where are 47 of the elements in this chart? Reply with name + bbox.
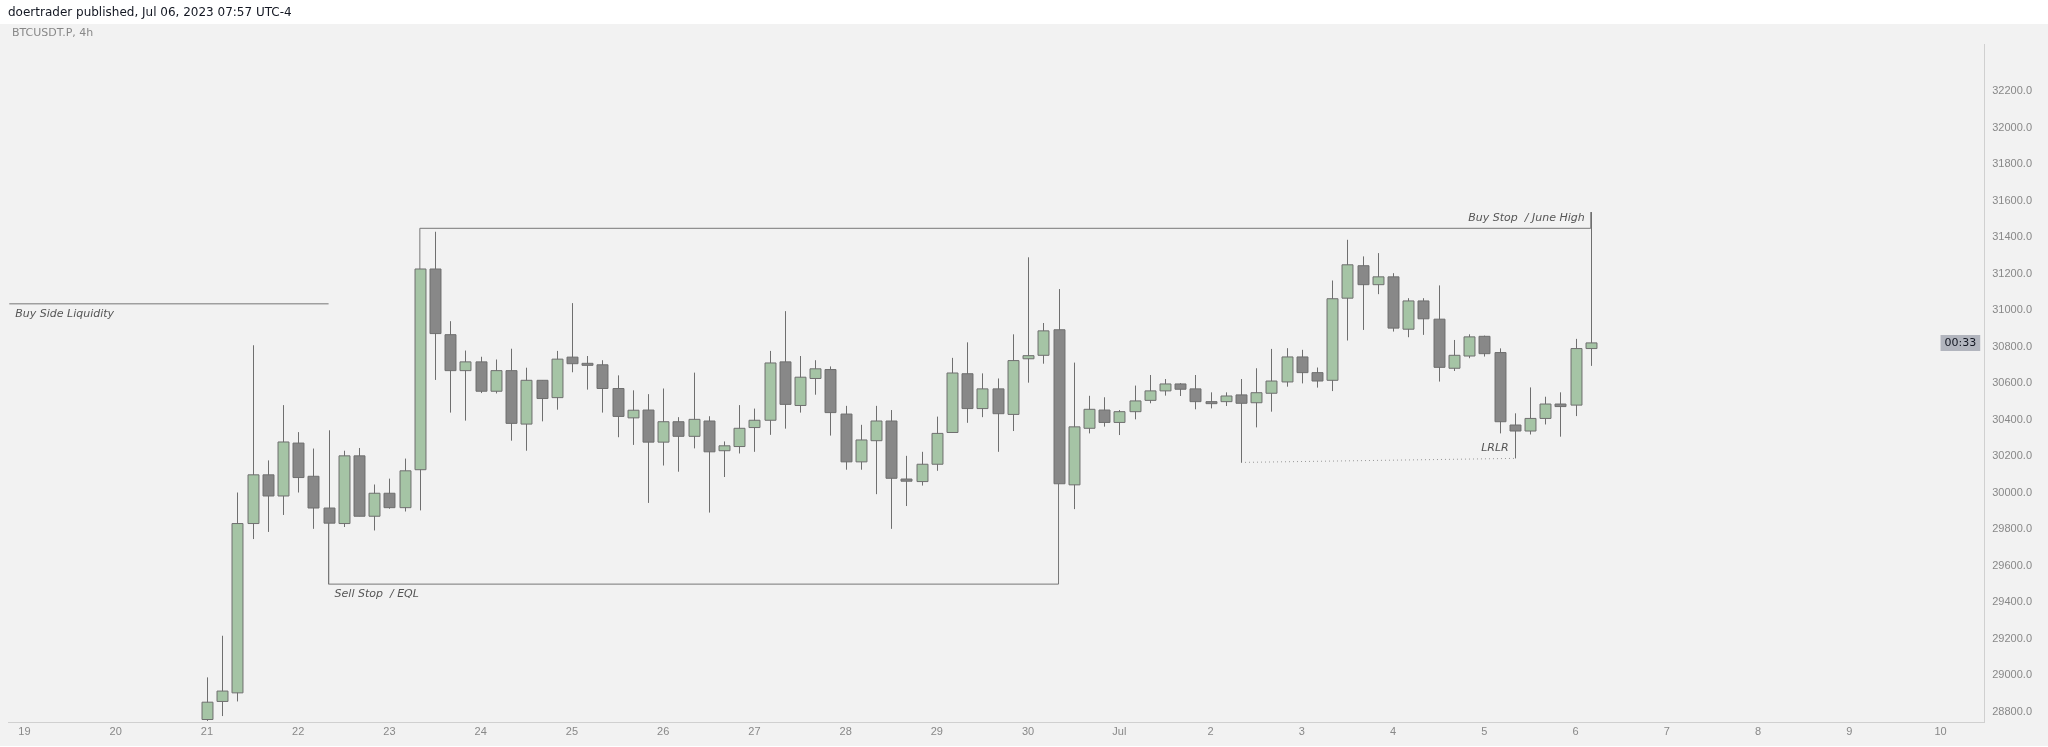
y-tick-label: 30000.0 [1992, 485, 2032, 498]
y-tick-label: 29400.0 [1992, 595, 2032, 608]
series-label: LRLR [1481, 440, 1509, 454]
chart-subtitle: BTCUSDT.P, 4h [12, 26, 94, 40]
series-label: Buy Side Liquidity [15, 307, 115, 321]
x-tick-label: 20 [109, 725, 122, 738]
x-tick-label: 21 [200, 725, 214, 738]
x-tick-label: 24 [474, 725, 487, 738]
series-label: Buy Stop / June High [1468, 210, 1585, 224]
y-tick-label: 32000.0 [1992, 120, 2032, 133]
x-tick-label: 23 [383, 725, 396, 738]
y-tick-label: 29800.0 [1992, 522, 2032, 535]
y-tick-label: 31400.0 [1992, 230, 2032, 243]
x-tick-label: 9 [1846, 725, 1853, 738]
x-tick-label: 26 [657, 725, 670, 738]
y-tick-label: 29000.0 [1992, 668, 2032, 681]
y-tick-label: 29200.0 [1992, 631, 2032, 644]
x-tick-label: 28 [839, 725, 852, 738]
x-tick-label: 10 [1934, 725, 1947, 738]
y-tick-label: 31200.0 [1992, 266, 2032, 279]
y-tick-label: 28800.0 [1992, 704, 2032, 717]
y-tick-label: 30600.0 [1992, 376, 2032, 389]
x-tick-label: 22 [292, 725, 305, 738]
x-tick-label: 27 [748, 725, 761, 738]
x-tick-label: 5 [1481, 725, 1488, 738]
y-tick-label: 29600.0 [1992, 558, 2032, 571]
x-tick-label: Jul [1112, 725, 1127, 738]
y-tick-label: 31000.0 [1992, 303, 2032, 316]
x-tick-label: 2 [1207, 725, 1214, 738]
y-tick-label: 31800.0 [1992, 157, 2032, 170]
x-tick-label: 8 [1754, 725, 1762, 738]
chart-title: doertrader published, Jul 06, 2023 07:57 UTC-4 [7, 4, 293, 21]
x-tick-label: 7 [1663, 725, 1670, 738]
x-tick-label: 19 [18, 725, 31, 738]
x-tick-label: 4 [1390, 725, 1397, 738]
y-tick-label: 30400.0 [1992, 412, 2032, 425]
y-tick-label: 32200.0 [1992, 84, 2032, 97]
y-tick-label: 30800.0 [1992, 339, 2032, 352]
annotation: 00:33 [1944, 335, 1977, 349]
y-tick-label: 31600.0 [1992, 193, 2032, 206]
x-tick-label: 29 [930, 725, 943, 738]
x-tick-label: 3 [1298, 725, 1305, 738]
x-tick-label: 25 [565, 725, 579, 738]
x-tick-label: 6 [1572, 725, 1579, 738]
x-tick-label: 30 [1021, 725, 1035, 738]
series-label: Sell Stop / EQL [334, 587, 419, 601]
y-tick-label: 30200.0 [1992, 449, 2032, 462]
